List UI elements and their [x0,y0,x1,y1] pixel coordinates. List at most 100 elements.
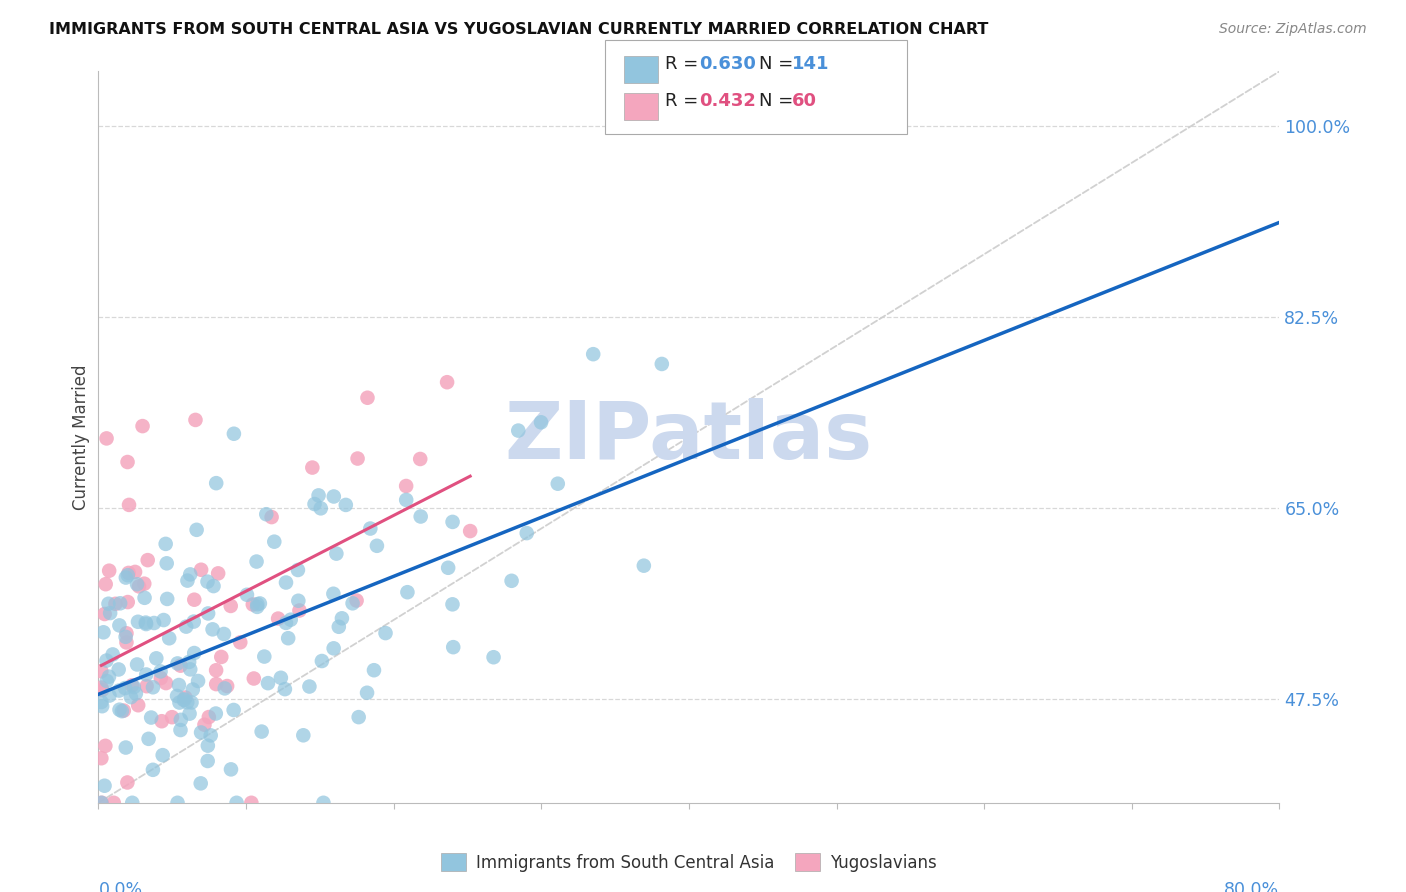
Point [253,649,276,664]
Point [90,796,112,810]
Point [501,574,523,588]
Point [176,695,198,709]
Point [118,498,141,512]
Point [135,679,157,693]
Point [201,623,224,637]
Point [131,419,153,434]
Point [197,739,219,753]
Point [197,754,219,768]
Point [90,751,112,765]
Point [197,607,219,621]
Point [651,357,673,371]
Point [122,680,145,694]
Point [117,455,139,469]
Point [101,648,124,662]
Point [124,565,146,579]
Point [436,375,458,389]
Point [155,537,177,551]
Point [138,731,160,746]
Point [108,703,131,717]
Point [198,710,221,724]
Point [127,657,149,672]
Point [98,606,121,620]
Point [183,646,205,660]
Point [127,698,149,713]
Point [328,620,350,634]
Point [219,599,242,613]
Point [143,615,166,630]
Point [104,597,127,611]
Point [98,564,121,578]
Point [311,654,333,668]
Point [134,591,156,605]
Point [156,557,179,571]
Point [219,763,242,777]
Point [209,649,232,664]
Point [508,424,530,438]
Point [205,677,228,691]
Point [530,415,553,429]
Point [93,607,115,621]
Text: N =: N = [759,55,799,73]
Point [205,476,228,491]
Text: N =: N = [759,92,799,110]
Point [174,690,197,705]
Point [166,657,188,671]
Point [356,391,378,405]
Point [184,413,207,427]
Point [288,603,311,617]
Point [441,640,464,655]
Text: R =: R = [665,55,704,73]
Text: 141: 141 [792,55,830,73]
Point [108,683,131,698]
Point [322,490,344,504]
Point [157,632,180,646]
Text: IMMIGRANTS FROM SOUTH CENTRAL ASIA VS YUGOSLAVIAN CURRENTLY MARRIED CORRELATION : IMMIGRANTS FROM SOUTH CENTRAL ASIA VS YU… [49,22,988,37]
Point [243,672,266,686]
Point [222,703,245,717]
Point [91,683,114,698]
Point [120,690,142,705]
Point [117,775,139,789]
Point [90,665,112,679]
Point [121,796,143,810]
Point [516,526,538,541]
Point [98,670,121,684]
Point [280,613,302,627]
Text: 0.432: 0.432 [699,92,755,110]
Point [270,671,292,685]
Point [152,748,174,763]
Point [93,779,115,793]
Point [260,510,283,524]
Point [356,686,378,700]
Point [204,706,226,721]
Point [91,699,114,714]
Point [441,515,464,529]
Point [225,796,247,810]
Point [112,704,135,718]
Point [145,651,167,665]
Point [173,693,195,707]
Point [308,488,330,502]
Point [437,561,460,575]
Point [179,655,201,669]
Point [347,710,370,724]
Point [197,574,219,589]
Point [342,596,364,610]
Point [166,689,188,703]
Point [205,663,228,677]
Point [186,523,208,537]
Point [330,611,353,625]
Point [170,713,193,727]
Text: Source: ZipAtlas.com: Source: ZipAtlas.com [1219,22,1367,37]
Point [242,598,264,612]
Point [142,680,165,694]
Legend: Immigrants from South Central Asia, Yugoslavians: Immigrants from South Central Asia, Yugo… [434,847,943,879]
Point [135,667,157,681]
Point [125,686,148,700]
Point [217,679,239,693]
Point [633,558,655,573]
Point [90,681,112,695]
Point [127,615,149,629]
Point [167,678,190,692]
